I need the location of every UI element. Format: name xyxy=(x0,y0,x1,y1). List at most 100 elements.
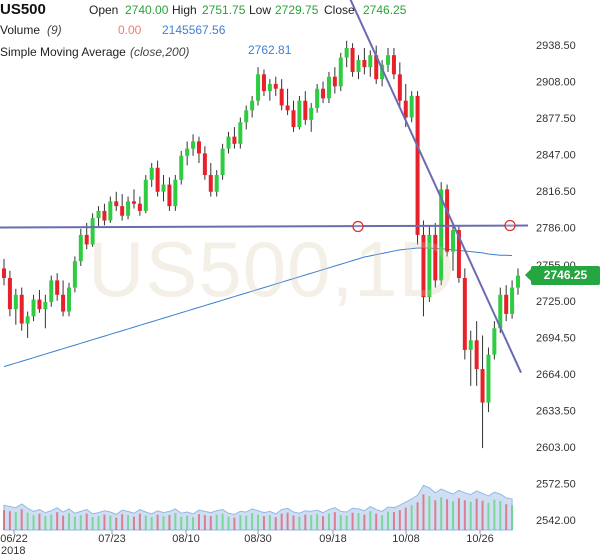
candle-up xyxy=(143,179,148,211)
candle-down xyxy=(114,201,119,207)
trend-line[interactable] xyxy=(346,0,522,374)
volume-bar xyxy=(192,517,195,530)
volume-bar xyxy=(280,513,283,530)
x-axis-tick-label: 10/26 xyxy=(466,533,494,545)
candle-down xyxy=(19,294,24,324)
candle-down xyxy=(474,340,479,370)
volume-bar xyxy=(251,513,254,530)
candle-up xyxy=(309,107,314,120)
candle-up xyxy=(25,316,30,324)
candle-down xyxy=(137,203,142,211)
candle-down xyxy=(350,47,355,72)
candle-up xyxy=(90,218,95,245)
candle-up xyxy=(43,301,48,310)
horizontal-line[interactable] xyxy=(0,224,529,229)
candle-down xyxy=(445,189,450,252)
candle-up xyxy=(238,122,243,144)
volume-bar xyxy=(186,515,189,530)
x-axis-year-label: 2018 xyxy=(1,545,25,557)
volume-bar xyxy=(381,515,384,530)
candle-up xyxy=(297,100,302,128)
candle-up xyxy=(78,234,83,262)
volume-bar xyxy=(457,498,460,530)
volume-bar xyxy=(357,513,360,530)
candle-up xyxy=(108,201,113,221)
y-axis-tick-label: 2572.50 xyxy=(536,478,576,490)
candle-up xyxy=(427,234,432,298)
volume-bar xyxy=(369,511,372,530)
volume-bar xyxy=(144,515,147,530)
y-axis-tick-label: 2694.50 xyxy=(536,332,576,344)
volume-bar xyxy=(103,514,106,530)
candle-up xyxy=(256,74,261,101)
candle-down xyxy=(433,234,438,281)
candle-up xyxy=(356,59,361,72)
line-anchor-point[interactable] xyxy=(352,220,364,233)
volume-bar xyxy=(292,515,295,530)
volume-bar xyxy=(481,500,484,530)
volume-bar xyxy=(20,509,23,530)
volume-bar xyxy=(499,501,502,530)
volume-bar xyxy=(327,513,330,530)
volume-bar xyxy=(197,514,200,530)
volume-bar xyxy=(203,515,206,530)
volume-bar xyxy=(180,516,183,530)
candle-down xyxy=(415,95,420,235)
candle-down xyxy=(362,59,367,68)
volume-bar xyxy=(351,512,354,530)
candle-down xyxy=(196,141,201,154)
volume-bar xyxy=(286,512,289,530)
candle-up xyxy=(315,88,320,108)
candle-up xyxy=(344,47,349,58)
volume-bar xyxy=(440,497,443,530)
volume-bar xyxy=(469,501,472,530)
volume-bar xyxy=(127,515,130,530)
volume-bar xyxy=(32,515,35,530)
volume-bar xyxy=(274,517,277,530)
volume-bar xyxy=(121,514,124,530)
volume-bar xyxy=(345,515,348,530)
volume-bar xyxy=(162,516,165,530)
candle-up xyxy=(250,100,255,111)
volume-bar xyxy=(150,517,153,530)
candle-up xyxy=(326,76,331,99)
volume-bar xyxy=(310,515,313,530)
line-anchor-point[interactable] xyxy=(504,219,516,232)
y-axis-tick-label: 2816.50 xyxy=(536,186,576,198)
volume-bar xyxy=(97,516,100,530)
volume-bar xyxy=(363,514,366,530)
candle-up xyxy=(267,83,272,92)
candle-up xyxy=(179,155,184,180)
volume-bar xyxy=(209,516,212,530)
candle-down xyxy=(332,76,337,87)
volume-bar xyxy=(316,514,319,530)
candle-up xyxy=(409,95,414,118)
candle-down xyxy=(208,174,213,192)
volume-bar xyxy=(505,504,508,530)
y-axis-tick-label: 2725.00 xyxy=(536,296,576,308)
last-price-tag: 2746.25 xyxy=(525,266,600,285)
volume-bar xyxy=(73,516,76,530)
candle-up xyxy=(244,110,249,123)
candle-up xyxy=(185,148,190,156)
candle-down xyxy=(131,201,136,204)
candle-down xyxy=(102,210,107,221)
volume-bar xyxy=(227,516,230,530)
y-axis-tick-label: 2938.50 xyxy=(536,40,576,52)
candle-up xyxy=(66,287,71,312)
x-axis-tick-label: 09/18 xyxy=(319,533,347,545)
candle-down xyxy=(61,294,66,312)
volume-bar xyxy=(26,512,29,530)
candle-down xyxy=(202,153,207,175)
candle-down xyxy=(421,234,426,298)
candle-down xyxy=(403,100,408,118)
volume-bar xyxy=(67,513,70,530)
volume-bar xyxy=(62,515,65,530)
candle-down xyxy=(321,88,326,99)
candle-up xyxy=(516,275,520,288)
candle-up xyxy=(386,55,391,65)
candle-up xyxy=(191,141,196,149)
y-axis-tick-label: 2877.50 xyxy=(536,113,576,125)
y-axis-tick-label: 2786.00 xyxy=(536,223,576,235)
